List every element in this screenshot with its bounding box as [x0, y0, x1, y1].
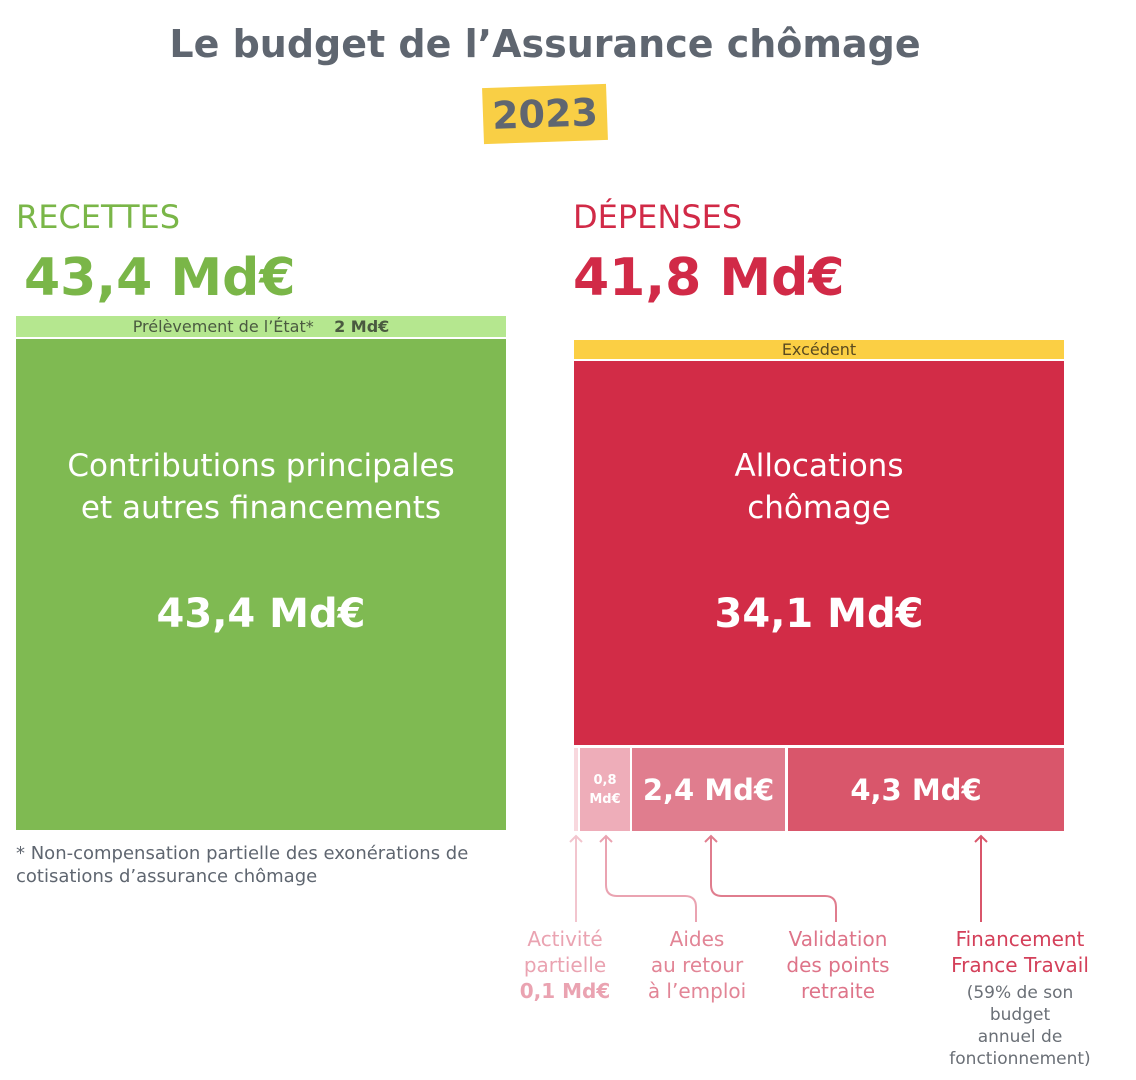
depenses-total: 41,8 Md€ [573, 248, 845, 308]
label-line: Allocations [734, 448, 904, 484]
aides-retour-block: 0,8 Md€ [580, 748, 630, 831]
arrow-france-travail [974, 834, 988, 922]
page-title: Le budget de l’Assurance chômage [169, 22, 921, 66]
label-line: et autres financements [80, 490, 442, 526]
contributions-value: 43,4 Md€ [156, 591, 366, 637]
label-line: partielle [523, 953, 607, 977]
label-line: France Travail [951, 953, 1089, 977]
label-line: à l’emploi [647, 979, 747, 1003]
label-validation-points: Validation des points retraite [766, 926, 910, 1004]
value-line: Md€ [589, 791, 621, 807]
validation-points-block: 2,4 Md€ [632, 748, 785, 831]
france-travail-note: (59% de son budget annuel de fonctionnem… [920, 982, 1120, 1070]
prelevement-value: 2 Md€ [334, 317, 390, 336]
label-line: Aides [669, 927, 725, 951]
footnote: * Non-compensation partielle des exonéra… [16, 842, 468, 888]
label-aides-retour: Aides au retour à l’emploi [632, 926, 762, 1004]
label-line: Validation [788, 927, 888, 951]
label-line: chômage [747, 490, 891, 526]
france-travail-block: 4,3 Md€ [788, 748, 1064, 831]
label-line: des points [786, 953, 890, 977]
arrow-aides [599, 834, 697, 922]
note-line: budget [989, 1005, 1051, 1025]
prelevement-label: Prélèvement de l’État* [132, 317, 314, 336]
recettes-total: 43,4 Md€ [24, 248, 296, 308]
value: 2,4 Md€ [642, 772, 775, 807]
label-line: Contributions principales [67, 448, 455, 484]
value-line: 0,8 [593, 772, 617, 788]
note-line: annuel de [977, 1027, 1063, 1047]
label-line: au retour [650, 953, 744, 977]
label-france-travail: Financement France Travail (59% de son b… [920, 926, 1120, 1070]
contributions-block: Contributions principales et autres fina… [16, 339, 506, 830]
note-line: (59% de son [966, 983, 1074, 1003]
excedent-bar: Excédent [574, 340, 1064, 359]
depenses-heading: DÉPENSES [573, 198, 743, 236]
prelevement-bar: Prélèvement de l’État* 2 Md€ [16, 316, 506, 337]
recettes-heading: RECETTES [16, 198, 181, 236]
note-line: fonctionnement) [949, 1049, 1091, 1069]
label-line: Activité [527, 927, 603, 951]
allocations-block: Allocations chômage 34,1 Md€ [574, 361, 1064, 745]
allocations-label: Allocations chômage [735, 445, 904, 529]
contributions-label: Contributions principales et autres fina… [67, 445, 454, 529]
arrow-validation [704, 834, 837, 922]
label-value: 0,1 Md€ [519, 979, 611, 1003]
allocations-value: 34,1 Md€ [714, 591, 924, 637]
footnote-line: cotisations d’assurance chômage [16, 866, 318, 887]
activite-partielle-block [574, 748, 578, 831]
arrow-activite [569, 834, 583, 922]
label-activite-partielle: Activité partielle 0,1 Md€ [505, 926, 625, 1004]
label-line: retraite [800, 979, 876, 1003]
label-line: Financement [955, 927, 1085, 951]
footnote-line: * Non-compensation partielle des exonéra… [16, 843, 469, 864]
value: 4,3 Md€ [850, 772, 982, 807]
